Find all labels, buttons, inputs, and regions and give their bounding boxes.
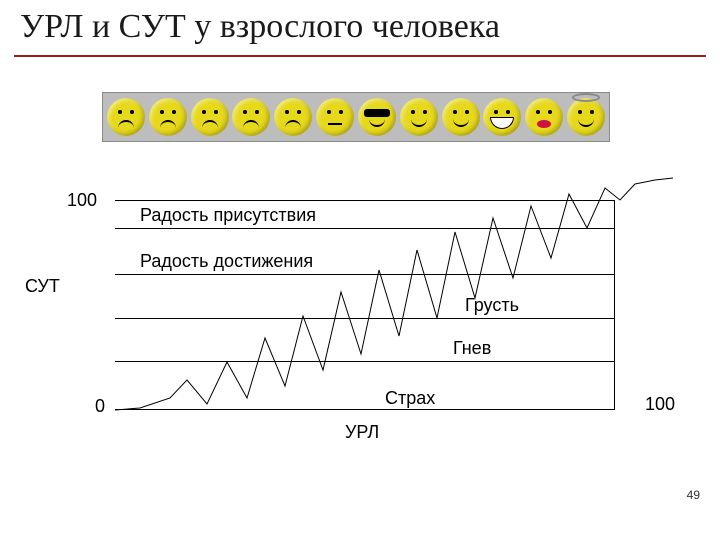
emoji-strip — [102, 92, 610, 142]
emoji-smile — [400, 98, 438, 136]
emoji-neutral — [316, 98, 354, 136]
title-underline — [14, 55, 706, 57]
emoji-grin — [483, 98, 521, 136]
emoji-sad — [149, 98, 187, 136]
emoji-uneasy — [274, 98, 312, 136]
y-axis-title: СУТ — [25, 276, 60, 297]
emoji-sunglasses — [358, 98, 396, 136]
emoji-smile — [442, 98, 480, 136]
emoji-halo — [567, 98, 605, 136]
y-axis-max: 100 — [67, 190, 97, 211]
x-axis-max: 100 — [645, 394, 675, 415]
page-number: 49 — [687, 488, 700, 502]
trend-polyline — [115, 178, 673, 410]
x-axis-origin: 0 — [95, 396, 105, 417]
emoji-frown — [191, 98, 229, 136]
emoji-lips — [525, 98, 563, 136]
emoji-cry — [107, 98, 145, 136]
x-axis-title: УРЛ — [345, 422, 379, 443]
slide-title: УРЛ и СУТ у взрослого человека — [20, 8, 500, 46]
zigzag-line — [115, 170, 675, 415]
emoji-angry — [232, 98, 270, 136]
